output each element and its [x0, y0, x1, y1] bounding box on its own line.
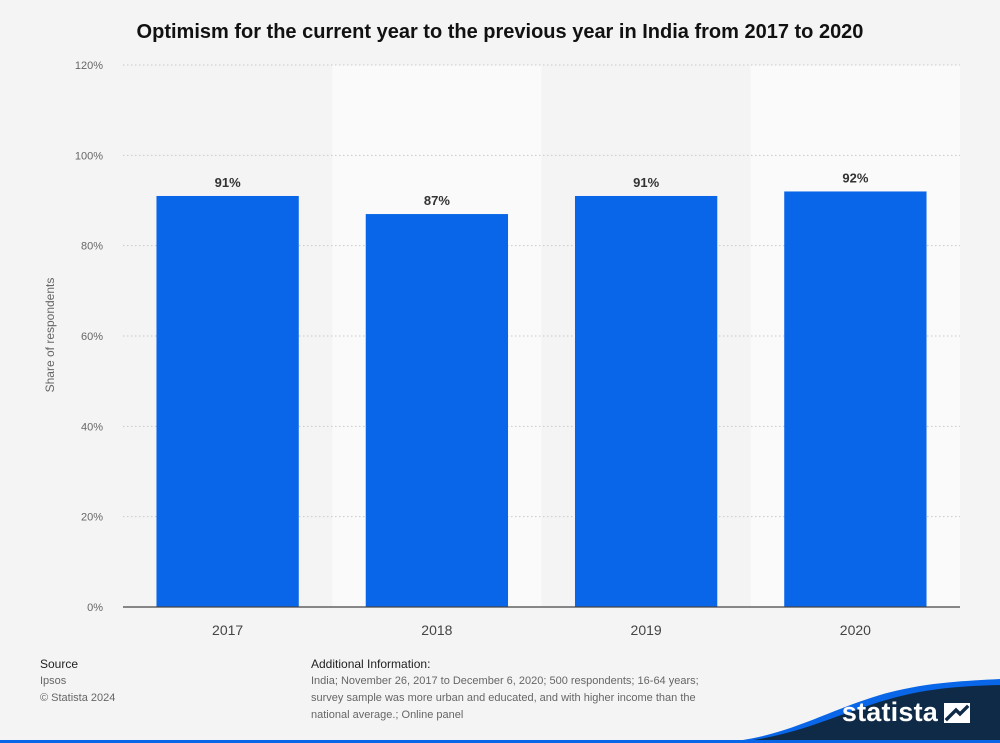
additional-info-heading: Additional Information:	[311, 657, 431, 671]
bar-chart: 0% 20% 40% 60% 80% 100% 120% 91% 2017 87% 2018 91% 2…	[75, 60, 960, 638]
bottom-accent-line	[0, 740, 1000, 743]
brand-wave-background	[710, 679, 1000, 743]
additional-info-text: India; November 26, 2017 to December 6, …	[311, 675, 699, 721]
x-tick-label: 2018	[421, 622, 452, 638]
x-tick-label: 2020	[840, 622, 871, 638]
data-label: 91%	[633, 175, 659, 190]
additional-info-block: Additional Information: India; November …	[311, 656, 731, 724]
copyright: © Statista 2024	[40, 692, 116, 704]
y-tick-label: 40%	[81, 421, 103, 433]
y-tick-label: 20%	[81, 512, 103, 524]
source-heading: Source	[40, 657, 79, 671]
y-tick-label: 120%	[75, 60, 103, 72]
bar	[365, 214, 509, 608]
x-tick-label: 2019	[631, 622, 662, 638]
x-tick-label: 2017	[212, 622, 243, 638]
y-tick-label: 60%	[81, 331, 103, 343]
y-tick-label: 80%	[81, 241, 103, 253]
statista-logo-icon	[944, 702, 970, 723]
bar	[784, 191, 927, 607]
data-label: 92%	[842, 170, 868, 185]
brand-name: statista	[841, 697, 938, 727]
y-axis-label: Share of respondents	[43, 277, 57, 393]
bar	[574, 195, 718, 607]
source-block: Source Ipsos © Statista 2024	[40, 656, 115, 707]
statista-brand[interactable]: statista	[842, 697, 970, 728]
y-tick-label: 100%	[75, 150, 103, 162]
data-label: 91%	[215, 175, 241, 190]
source-name: Ipsos	[40, 675, 67, 687]
data-label: 87%	[424, 193, 450, 208]
y-tick-label: 0%	[87, 602, 103, 614]
chart-title: Optimism for the current year to the pre…	[136, 21, 864, 43]
bar	[156, 195, 299, 607]
